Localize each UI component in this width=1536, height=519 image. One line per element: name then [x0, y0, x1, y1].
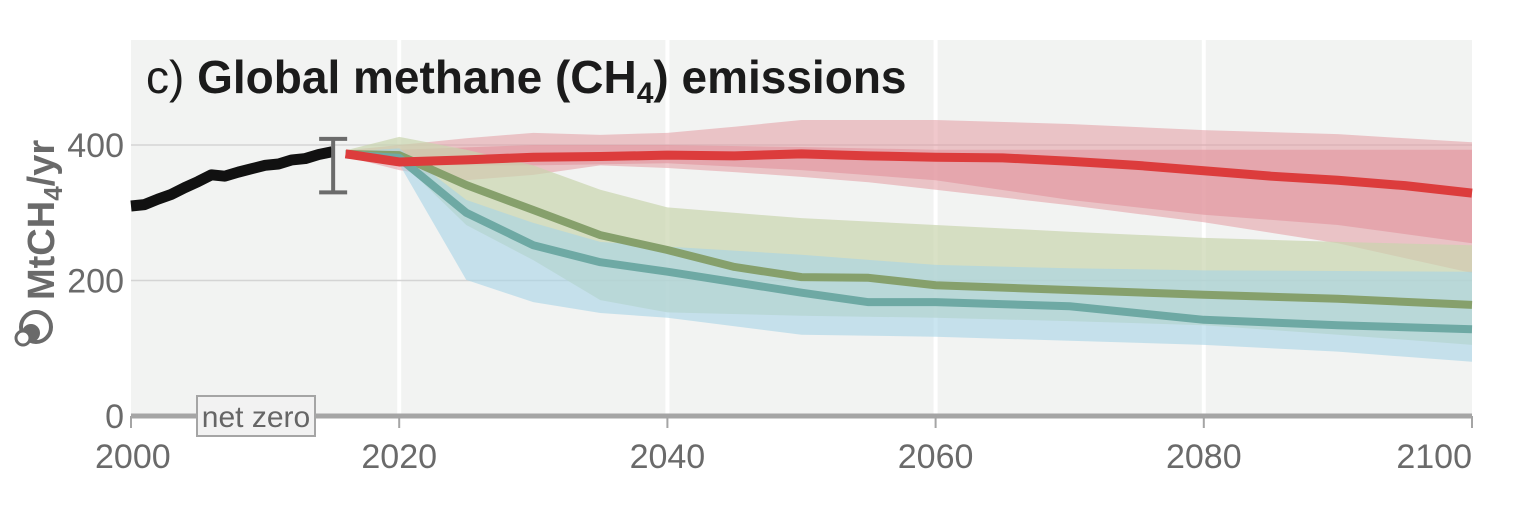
chart-title: c) Global methane (CH4) emissions	[146, 51, 907, 110]
ylabel-subscript: 4	[38, 186, 68, 201]
x-tick-label: 2080	[1166, 438, 1242, 476]
y-axis-label: MtCH4/yr	[21, 140, 68, 300]
y-tick-label: 400	[67, 127, 124, 165]
title-subscript: 4	[637, 77, 654, 110]
molecule-icon	[14, 310, 53, 347]
error-bar	[319, 136, 348, 195]
series-lines	[130, 146, 1473, 334]
y-axis-ticks: 0 200 400	[67, 127, 124, 436]
net-zero-label: net zero	[196, 395, 316, 437]
historical-line	[130, 146, 334, 212]
y-tick-label: 200	[67, 263, 124, 301]
x-tick-label: 2100	[1396, 438, 1472, 476]
x-tick-label: 2000	[95, 438, 171, 476]
x-tick-label: 2040	[630, 438, 706, 476]
title-suffix: ) emissions	[653, 51, 906, 103]
ylabel-main: MtCH	[21, 201, 63, 300]
series-line-olive	[345, 149, 1473, 309]
net-zero-text: net zero	[202, 401, 310, 434]
y-tick-label: 0	[105, 398, 124, 436]
title-main: Global methane (CH	[197, 51, 637, 103]
band-blue	[345, 148, 1472, 362]
ylabel-suffix: /yr	[21, 140, 63, 187]
x-tick-label: 2060	[898, 438, 974, 476]
series-line-red	[344, 149, 1473, 198]
svg-text:MtCH4/yr: MtCH4/yr	[21, 140, 68, 300]
x-tick-label: 2020	[361, 438, 437, 476]
series-line-teal	[345, 150, 1473, 334]
x-axis-ticks: 2000 2020 2040 2060 2080 2100	[95, 416, 1473, 476]
title-prefix: c)	[146, 51, 184, 103]
